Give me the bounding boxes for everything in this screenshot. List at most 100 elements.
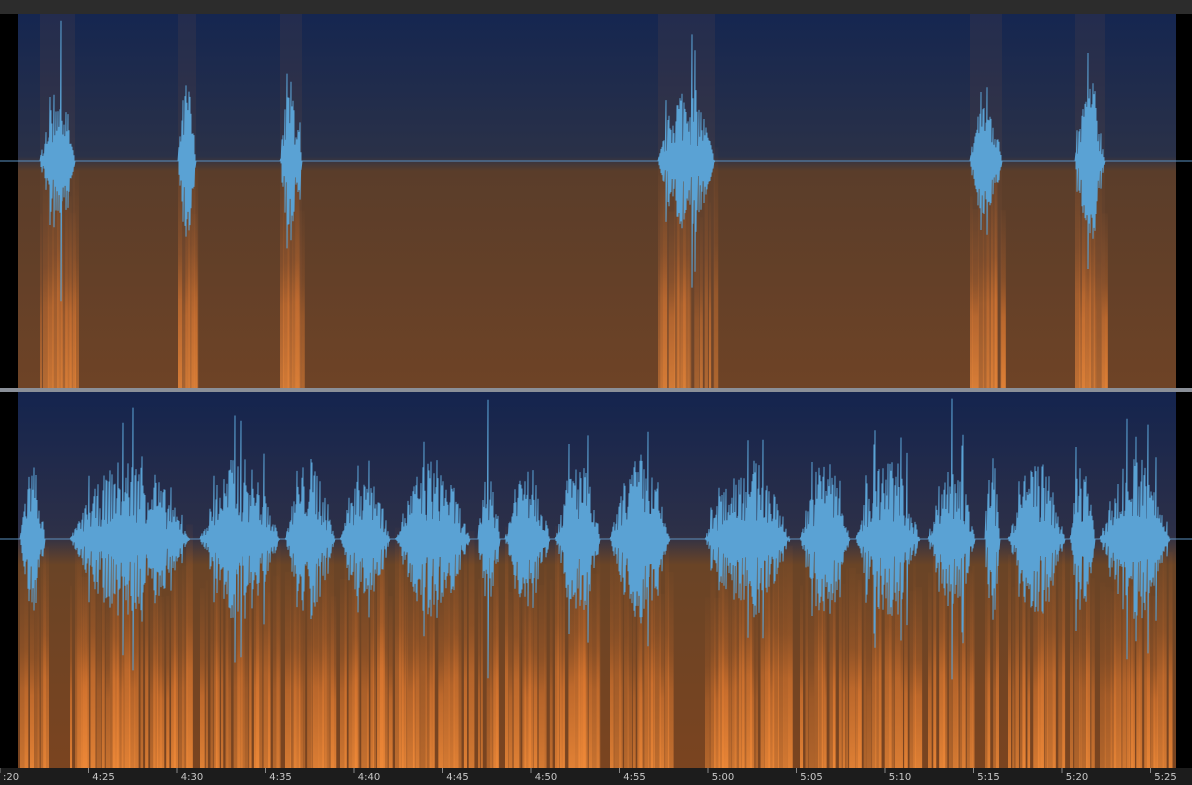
energy-band (683, 162, 690, 388)
energy-band (263, 535, 271, 768)
energy-band (849, 567, 856, 768)
energy-band (24, 570, 29, 768)
energy-band (171, 572, 176, 768)
energy-band (468, 531, 475, 768)
energy-band (710, 569, 716, 768)
waveform-segment (1074, 52, 1106, 270)
energy-band (282, 179, 290, 388)
time-label: :20 (3, 772, 19, 783)
energy-band (495, 586, 500, 768)
energy-band (1047, 533, 1053, 768)
waveform-segment (1099, 418, 1171, 660)
energy-band (1079, 569, 1082, 768)
energy-band (249, 531, 252, 768)
energy-band (966, 570, 973, 768)
energy-band (96, 577, 102, 768)
energy-band (800, 585, 804, 768)
energy-band (1062, 542, 1065, 768)
waveform-segment (69, 407, 191, 671)
energy-band (52, 163, 59, 388)
energy-band (957, 582, 960, 768)
spectrogram (20, 14, 1173, 768)
energy-band (588, 564, 593, 768)
time-label: 5:20 (1066, 772, 1088, 783)
energy-band (243, 572, 249, 768)
energy-band (714, 597, 721, 768)
energy-band (112, 548, 119, 768)
energy-band (708, 202, 712, 388)
energy-band (705, 597, 710, 768)
energy-band (962, 542, 966, 768)
energy-band (134, 574, 138, 768)
energy-band (1150, 595, 1155, 768)
energy-band (65, 196, 72, 388)
energy-band (1058, 548, 1066, 768)
energy-band (772, 534, 779, 768)
energy-band (486, 570, 492, 768)
energy-band (399, 533, 404, 768)
energy-band (182, 210, 188, 388)
energy-band (574, 537, 581, 768)
energy-band (160, 596, 165, 768)
energy-band (1153, 595, 1158, 768)
waveform-segment (19, 467, 46, 611)
energy-band (1096, 177, 1102, 388)
energy-band (915, 587, 923, 768)
energy-band (490, 595, 494, 768)
time-label: 5:10 (889, 772, 911, 783)
energy-band (124, 525, 131, 768)
energy-band (990, 169, 997, 388)
energy-band (303, 565, 306, 768)
energy-band (746, 537, 753, 768)
energy-band (276, 544, 281, 768)
energy-band (140, 540, 144, 768)
energy-band (429, 579, 434, 768)
energy-band (872, 546, 877, 768)
time-ruler: :20 4:25 4:30 4:35 4:40 4:45 4:50 4:55 5:00 5:05 5… (0, 768, 1177, 783)
energy-band (181, 565, 188, 768)
waveform-segment (704, 439, 791, 639)
waveform-segment (609, 431, 671, 647)
energy-band (1033, 575, 1040, 768)
energy-band (372, 573, 377, 768)
energy-band (1022, 541, 1026, 768)
energy-band (699, 217, 703, 388)
energy-band (1044, 529, 1048, 768)
energy-band (1091, 578, 1095, 768)
time-label: 4:30 (181, 772, 203, 783)
waveform-segment (477, 399, 501, 679)
energy-band (463, 550, 467, 768)
energy-band (1052, 536, 1056, 768)
waveform-segment (39, 20, 76, 302)
energy-band (939, 537, 946, 768)
energy-band (522, 577, 527, 768)
energy-band (668, 211, 675, 388)
energy-band (742, 551, 746, 768)
energy-band (583, 561, 587, 768)
energy-band (508, 591, 513, 768)
energy-band (298, 210, 305, 388)
energy-band (395, 527, 402, 768)
energy-band (493, 544, 499, 768)
energy-band (185, 182, 191, 388)
energy-band (562, 553, 566, 768)
energy-band (659, 593, 665, 768)
energy-band (287, 183, 293, 388)
energy-band (388, 596, 393, 768)
waveform-segment (394, 441, 471, 637)
energy-band (1113, 547, 1121, 768)
energy-band (814, 527, 819, 768)
energy-band (330, 596, 337, 768)
energy-band (357, 539, 360, 768)
energy-band (768, 583, 775, 768)
energy-band (1089, 146, 1096, 388)
energy-band (884, 532, 892, 768)
energy-band (407, 578, 415, 768)
energy-band (933, 532, 937, 768)
time-label: 5:25 (1154, 772, 1176, 783)
waveform-segment (177, 85, 197, 237)
energy-band (658, 175, 661, 388)
waveform-segment (1069, 446, 1096, 632)
energy-band (221, 556, 224, 768)
energy-band (178, 166, 183, 388)
